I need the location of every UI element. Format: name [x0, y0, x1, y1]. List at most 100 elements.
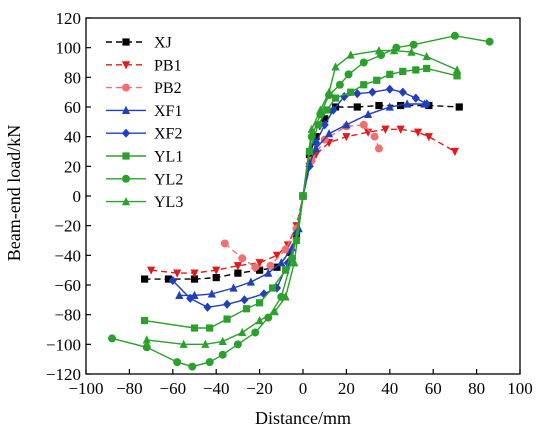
legend-marker-pb2	[122, 83, 130, 92]
data-point-yl1	[190, 324, 199, 332]
data-point-xj	[273, 263, 281, 271]
x-tick-label: 80	[468, 379, 485, 398]
data-point-xf1	[342, 120, 351, 129]
legend-label-xf2: XF2	[154, 126, 182, 143]
legend-label-pb2: PB2	[154, 80, 182, 97]
data-point-yl2	[307, 132, 316, 141]
data-point-xj	[140, 275, 149, 283]
y-axis-label: Beam-end load/kN	[4, 125, 24, 261]
data-point-yl2	[335, 80, 344, 89]
data-point-xf2	[353, 89, 362, 99]
data-point-yl1	[242, 305, 251, 313]
data-point-xj	[212, 273, 220, 282]
data-point-yl1	[206, 324, 214, 332]
legend-label-xj: XJ	[154, 35, 172, 52]
legend-label-xf1: XF1	[154, 103, 182, 120]
data-point-yl1	[347, 88, 355, 96]
series-layer	[108, 31, 494, 371]
data-point-pb2	[370, 132, 379, 141]
data-point-pb2	[359, 120, 368, 129]
data-point-xj	[375, 101, 383, 110]
y-tick-label: 20	[64, 157, 81, 176]
series-yl3	[142, 46, 462, 348]
data-point-yl3	[201, 339, 210, 348]
data-point-xf2	[422, 99, 431, 109]
x-tick-label: −40	[203, 379, 230, 398]
plot-frame	[85, 17, 521, 375]
data-point-yl1	[282, 266, 290, 274]
data-point-xf2	[320, 120, 329, 130]
data-point-xf1	[229, 283, 238, 292]
y-tick-label: −80	[54, 306, 81, 325]
data-point-pb2	[281, 245, 290, 254]
x-tick-label: 100	[507, 379, 533, 398]
data-point-pb2	[266, 261, 275, 270]
legend-marker-xf1	[121, 105, 131, 114]
data-point-xj	[234, 269, 242, 277]
y-tick-label: −20	[54, 217, 81, 236]
data-point-yl3	[218, 336, 227, 345]
data-point-yl3	[255, 316, 264, 325]
data-point-yl3	[290, 258, 299, 267]
data-point-yl2	[233, 340, 242, 349]
legend-label-yl3: YL3	[154, 194, 183, 211]
data-point-xf2	[368, 87, 377, 97]
data-point-yl1	[386, 70, 394, 78]
x-axis-label: Distance/mm	[255, 408, 351, 428]
data-point-xj	[190, 275, 199, 283]
legend-marker-yl3	[121, 197, 131, 206]
y-tick-label: 60	[64, 98, 81, 117]
data-point-yl1	[360, 81, 368, 89]
y-tick-label: 120	[56, 9, 82, 28]
data-point-xf2	[222, 299, 232, 309]
data-point-pb1	[396, 125, 405, 134]
data-point-xf2	[272, 283, 282, 293]
y-tick-label: −120	[46, 365, 81, 384]
data-point-xf1	[324, 129, 334, 138]
data-point-yl3	[179, 339, 188, 348]
data-point-yl2	[251, 328, 260, 337]
data-point-yl2	[205, 358, 214, 367]
data-point-yl2	[485, 37, 494, 46]
data-point-yl3	[307, 124, 316, 133]
data-point-xf1	[207, 289, 216, 298]
data-point-yl3	[407, 47, 416, 56]
data-point-xf2	[186, 293, 195, 303]
y-tick-label: 40	[64, 128, 81, 147]
data-point-pb1	[424, 133, 433, 142]
data-point-xf2	[168, 275, 177, 286]
data-point-yl2	[264, 313, 273, 322]
data-point-yl2	[409, 40, 418, 49]
data-point-pb1	[173, 269, 182, 278]
y-tick-label: 100	[56, 39, 82, 58]
legend: XJ PB1 PB2 XF1 XF2 YL1 YL2 YL3	[106, 35, 183, 211]
data-point-xf1	[385, 102, 394, 111]
data-point-xj	[321, 115, 329, 123]
data-point-yl1	[453, 72, 461, 80]
data-point-xf2	[329, 105, 338, 115]
y-axis-label-group: Beam-end load/kN	[4, 125, 24, 261]
data-point-xf2	[411, 93, 420, 103]
legend-label-pb1: PB1	[154, 57, 182, 74]
series-line-yl3	[146, 49, 458, 345]
data-point-yl3	[422, 51, 431, 61]
data-point-yl2	[450, 31, 459, 40]
data-point-xj	[164, 275, 173, 283]
data-point-xf1	[364, 109, 373, 119]
data-point-xj	[256, 266, 264, 274]
data-point-yl1	[314, 121, 322, 129]
data-point-yl3	[238, 327, 247, 337]
data-point-xf2	[385, 84, 394, 94]
data-point-xf2	[398, 87, 407, 97]
data-point-yl1	[373, 76, 381, 84]
data-point-xf2	[305, 161, 314, 171]
data-point-yl3	[270, 307, 279, 316]
data-point-xj	[455, 103, 463, 111]
data-point-xj	[286, 248, 294, 256]
data-point-yl3	[452, 65, 462, 74]
data-point-yl1	[140, 317, 149, 325]
data-point-pb1	[212, 266, 221, 275]
data-point-xf2	[311, 138, 321, 148]
y-tick-label: −40	[54, 246, 81, 265]
x-tick-label: 40	[381, 379, 398, 398]
